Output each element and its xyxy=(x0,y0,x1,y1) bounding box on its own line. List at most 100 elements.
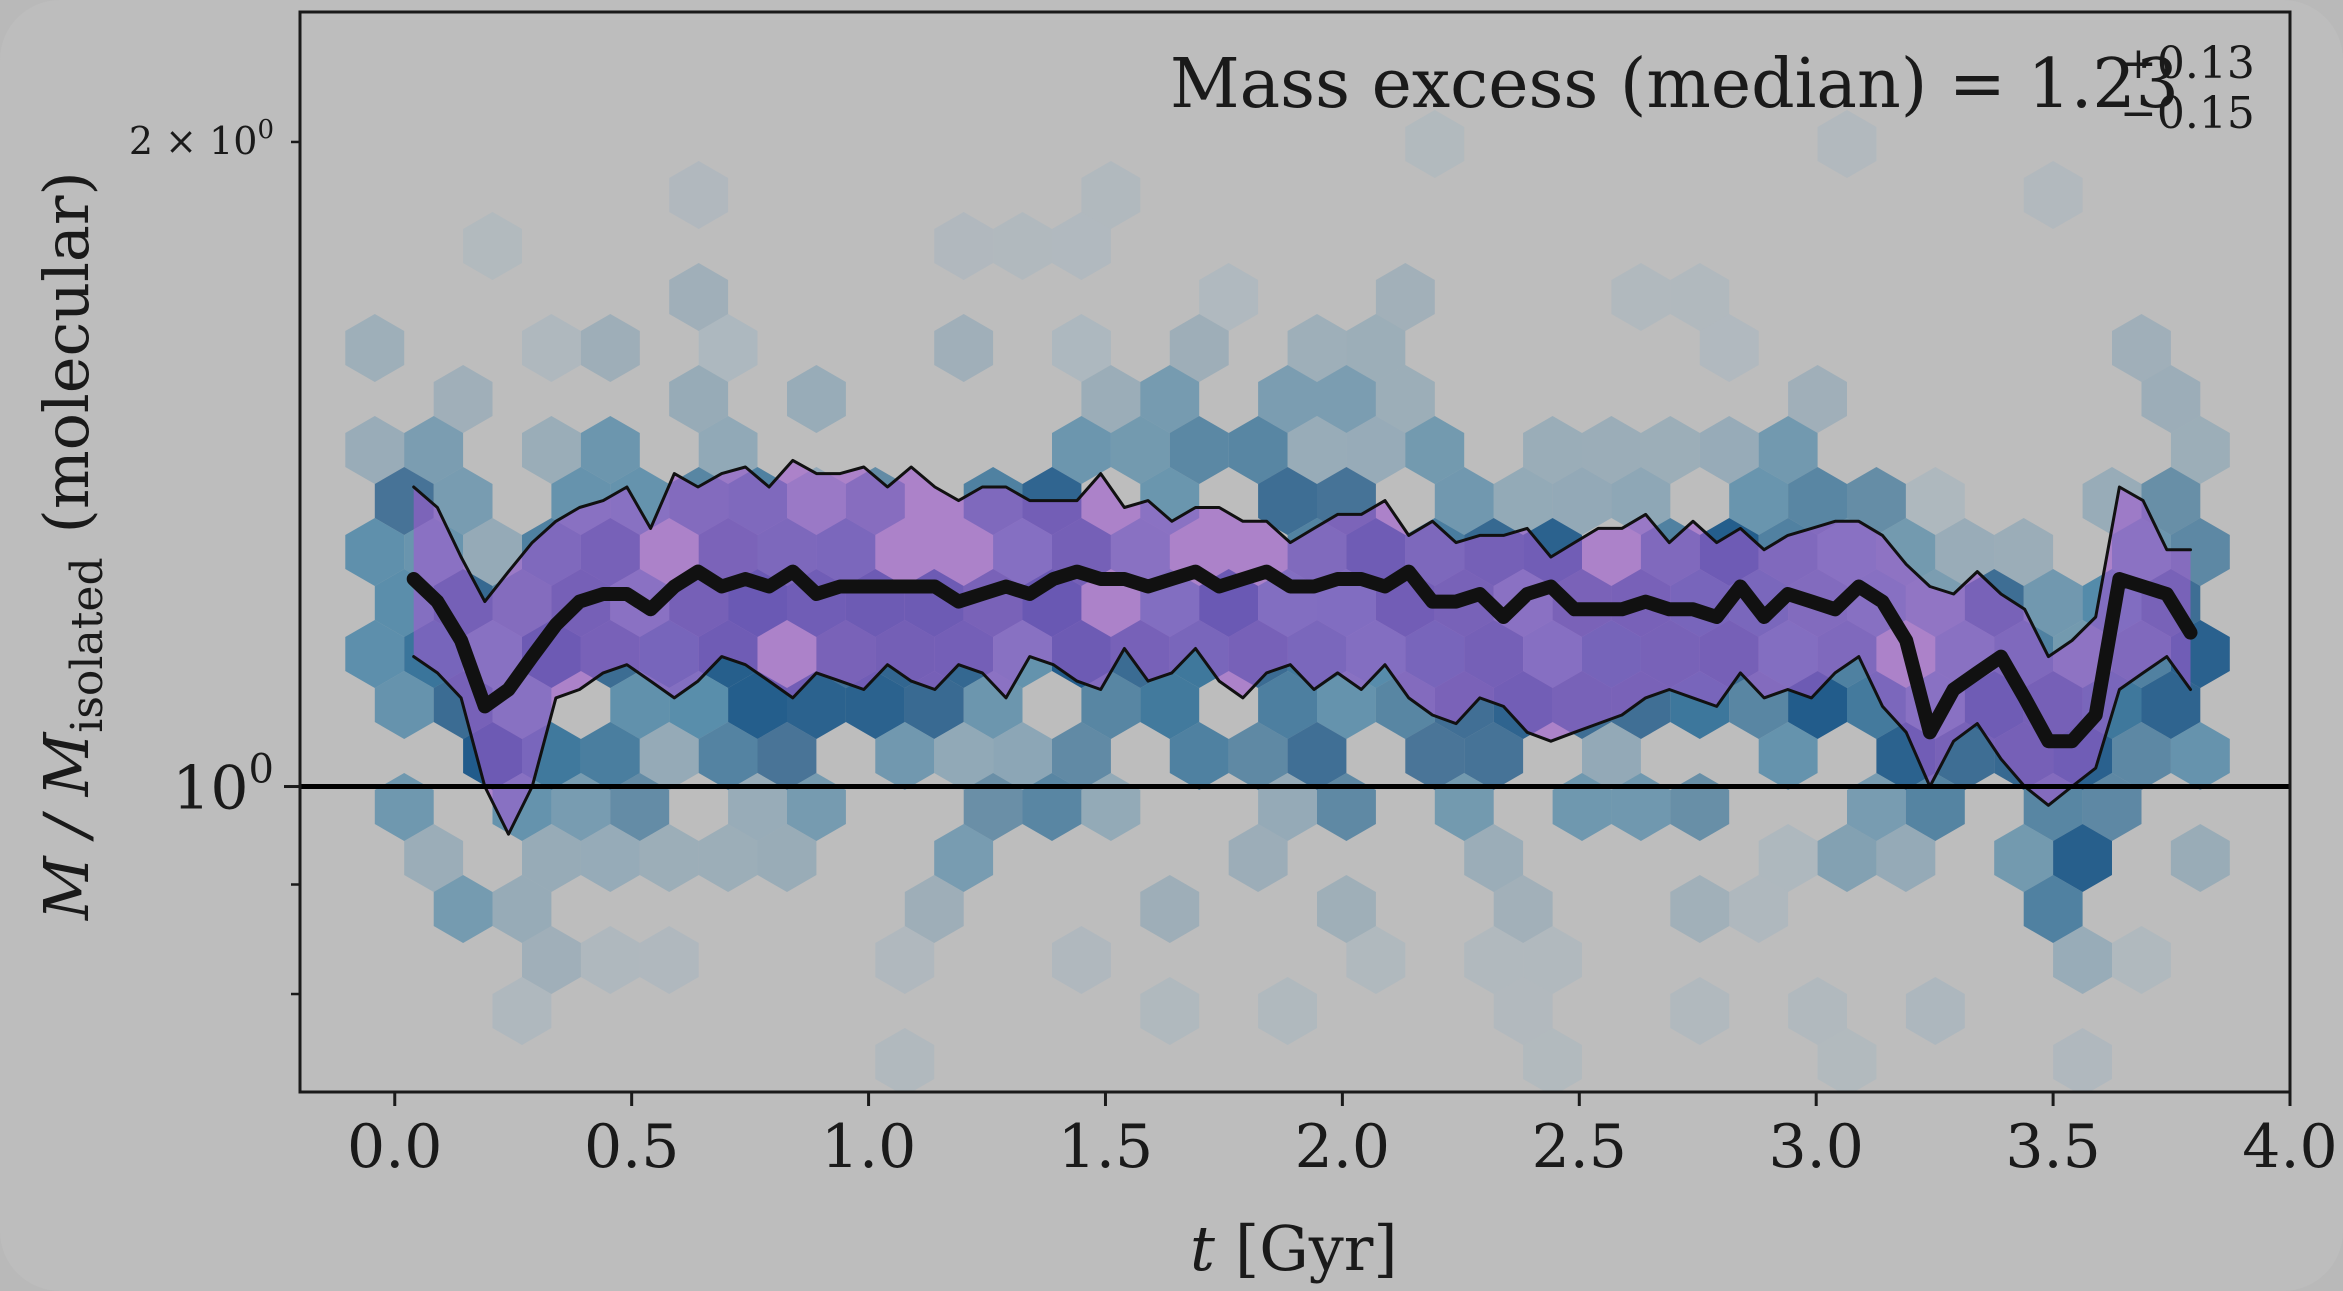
hexbin-cell xyxy=(1346,416,1406,484)
y-minor-tick-label-exp: 0 xyxy=(257,115,274,145)
hexbin-cell xyxy=(2170,722,2230,790)
hexbin-cell xyxy=(1169,416,1229,484)
x-tick-label: 2.5 xyxy=(1532,1112,1627,1182)
hexbin-cell xyxy=(345,314,405,382)
hexbin-cell xyxy=(1140,977,1200,1045)
hexbin-cell xyxy=(1110,416,1170,484)
percentile-band xyxy=(413,460,2191,835)
y-tick-label-exp: 0 xyxy=(249,747,274,793)
hexbin-cell xyxy=(1493,875,1553,943)
hexbin-cell xyxy=(2053,926,2112,994)
x-tick-label: 1.0 xyxy=(821,1112,916,1182)
hexbin-cell xyxy=(1640,416,1700,484)
hexbin-cell xyxy=(1611,263,1671,331)
hexbin-cell xyxy=(639,824,699,892)
hexbin-cell xyxy=(1258,671,1317,739)
hexbin-cell xyxy=(934,722,994,790)
hexbin-cell xyxy=(1758,416,1818,484)
x-tick-label: 0.0 xyxy=(347,1112,442,1182)
hexbin-cell xyxy=(2082,773,2142,841)
hexbin-cell xyxy=(875,1028,935,1092)
hexbin-cell xyxy=(1434,773,1494,841)
hexbin-cell xyxy=(1935,518,1995,586)
hexbin-cell xyxy=(1758,824,1818,892)
hexbin-cell xyxy=(1169,314,1229,382)
hexbin-cell xyxy=(345,518,405,586)
hexbin-cell xyxy=(522,824,581,892)
lines-layer xyxy=(300,458,2290,836)
x-tick-label: 2.0 xyxy=(1295,1112,1390,1182)
y-minor-tick-label: 2 × 100 xyxy=(129,115,274,163)
hexbin-cell xyxy=(993,722,1052,790)
hexbin-cell xyxy=(1729,467,1789,535)
y-minor-tick-label-base: 2 × 10 xyxy=(129,119,258,163)
x-tick-label: 1.5 xyxy=(1058,1112,1153,1182)
hexbin-cell xyxy=(1817,824,1877,892)
hexbin-cell xyxy=(934,212,994,280)
hexbin-cell xyxy=(1052,212,1111,280)
hexbin-cell xyxy=(1140,875,1200,943)
hexbin-cell xyxy=(1523,1028,1582,1092)
hexbin-cell xyxy=(1670,263,1730,331)
hexbin-cell xyxy=(433,467,493,535)
hexbin-cell xyxy=(580,926,640,994)
upper-percentile-line xyxy=(412,458,2192,659)
hexbin-cell xyxy=(1729,875,1789,943)
hexbin-cell xyxy=(404,824,464,892)
hexbin-cell xyxy=(1905,467,1965,535)
hexbin-cell xyxy=(1758,722,1818,790)
hexbin-cell xyxy=(1405,722,1465,790)
hexbin-cell xyxy=(1081,773,1141,841)
hexbin-cell xyxy=(2141,671,2201,739)
percentile-band-layer xyxy=(413,460,2191,835)
hexbin-cell xyxy=(1081,365,1141,433)
hexbin-cell xyxy=(698,824,758,892)
x-tick-label: 0.5 xyxy=(584,1112,679,1182)
hexbin-cell xyxy=(580,416,640,484)
hexbin-cell xyxy=(1375,263,1435,331)
x-axis-label-unit: [Gyr] xyxy=(1235,1212,1398,1285)
y-axis-label-suffix: (molecular) xyxy=(30,171,103,533)
hexbin-cell xyxy=(1169,722,1229,790)
y-tick-label-base: 10 xyxy=(172,754,248,824)
hexbin-cell xyxy=(1464,926,1524,994)
x-axis-label-var: t xyxy=(1190,1212,1215,1285)
hexbin-cell xyxy=(492,875,552,943)
hexbin-cell xyxy=(1670,773,1730,841)
hexbin-cell xyxy=(1552,773,1612,841)
hexbin-cell xyxy=(1140,365,1200,433)
hexbin-cell xyxy=(1405,110,1465,178)
annotation-text: Mass excess (median) = 1.23 xyxy=(1170,45,2179,124)
hexbin-cell xyxy=(1434,467,1494,535)
hexbin-cell xyxy=(1464,824,1524,892)
median-line xyxy=(406,564,2198,749)
hexbin-cell xyxy=(1258,773,1317,841)
hexbin-cell xyxy=(1287,722,1347,790)
hexbin-cell xyxy=(2112,722,2171,790)
y-axis-label: M / Misolated (molecular) xyxy=(30,171,113,921)
hexbin-cell xyxy=(2170,416,2230,484)
hexbin-cell xyxy=(1228,824,1288,892)
hexbin-cell xyxy=(1346,926,1406,994)
hexbin-cell xyxy=(639,722,699,790)
hexbin-cell xyxy=(1405,416,1465,484)
hexbin-cell xyxy=(1670,875,1730,943)
hexbin-cell xyxy=(1052,926,1111,994)
annotation-sup: +0.13 xyxy=(2120,38,2255,89)
hexbin-cell xyxy=(2112,926,2171,994)
hexbin-cell xyxy=(1228,722,1288,790)
hexbin-cell xyxy=(669,161,729,229)
hexbin-cell xyxy=(1493,977,1553,1045)
lower-percentile-line xyxy=(412,647,2192,836)
hexbin-cell xyxy=(522,314,581,382)
hexbin-cell xyxy=(1905,773,1965,841)
hexbin-cell xyxy=(1317,365,1376,433)
hexbin-cell xyxy=(1052,416,1111,484)
x-tick-label: 3.0 xyxy=(1768,1112,1863,1182)
y-axis-label-sub: isolated xyxy=(62,557,113,732)
hexbin-cell xyxy=(787,773,846,841)
hexbin-cell xyxy=(1788,467,1847,535)
hexbin-cell xyxy=(757,722,817,790)
